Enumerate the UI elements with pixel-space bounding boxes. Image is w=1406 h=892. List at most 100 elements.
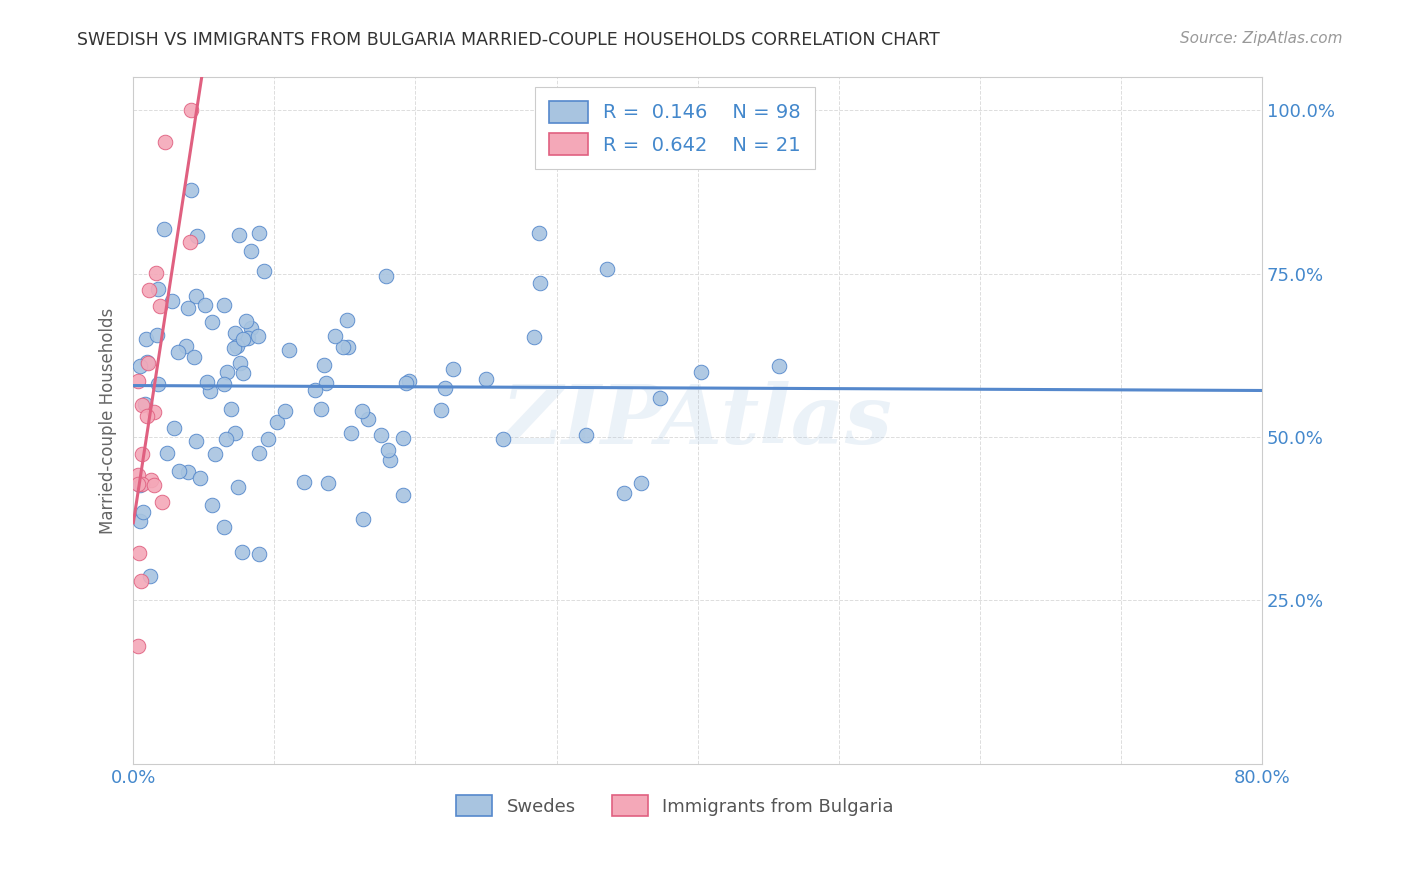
Point [160,294,183,309]
Point [434,381,457,395]
Point [475,372,498,386]
Point [247,328,270,343]
Point [529,226,551,240]
Point [236,331,259,345]
Point [235,314,257,328]
Point [398,374,420,388]
Point [395,376,418,390]
Point [146,328,169,343]
Point [149,299,172,313]
Point [224,426,246,441]
Point [352,404,374,418]
Point [266,415,288,429]
Point [247,548,270,562]
Point [215,432,238,446]
Point [129,574,152,588]
Point [180,183,202,197]
Point [145,266,167,280]
Point [131,505,153,519]
Point [228,228,250,243]
Point [148,282,170,296]
Point [201,315,224,329]
Point [231,545,253,559]
Point [529,276,551,290]
Point [200,384,222,398]
Point [212,376,235,391]
Point [309,401,332,416]
Point [340,426,363,441]
Point [392,488,415,502]
Text: Source: ZipAtlas.com: Source: ZipAtlas.com [1180,31,1343,46]
Point [129,478,152,492]
Point [523,329,546,343]
Point [377,442,399,457]
Point [315,376,337,391]
Point [194,298,217,312]
Point [378,452,401,467]
Point [174,339,197,353]
Point [131,477,153,491]
Point [127,375,149,389]
Point [143,477,166,491]
Point [689,365,711,379]
Point [184,434,207,448]
Point [229,356,252,370]
Point [304,383,326,397]
Point [141,474,163,488]
Point [129,514,152,528]
Point [128,546,150,560]
Point [138,284,160,298]
Point [156,446,179,460]
Point [135,354,157,368]
Point [179,235,201,250]
Point [492,432,515,446]
Point [224,326,246,340]
Point [352,512,374,526]
Text: SWEDISH VS IMMIGRANTS FROM BULGARIA MARRIED-COUPLE HOUSEHOLDS CORRELATION CHART: SWEDISH VS IMMIGRANTS FROM BULGARIA MARR… [77,31,941,49]
Point [142,405,165,419]
Point [232,367,254,381]
Point [316,476,339,491]
Point [167,464,190,478]
Point [253,263,276,277]
Point [219,401,242,416]
Point [391,431,413,445]
Point [166,345,188,359]
Point [127,468,149,483]
Point [222,341,245,355]
Point [613,485,636,500]
Point [323,329,346,343]
Point [127,639,149,653]
Point [201,498,224,512]
Point [163,420,186,434]
Point [153,135,176,149]
Point [247,446,270,460]
Legend: Swedes, Immigrants from Bulgaria: Swedes, Immigrants from Bulgaria [449,789,901,823]
Point [240,244,263,258]
Point [183,351,205,365]
Point [129,359,152,373]
Point [257,432,280,446]
Point [217,366,239,380]
Point [357,412,380,426]
Point [768,359,790,373]
Point [232,332,254,346]
Point [153,222,176,236]
Point [184,288,207,302]
Point [247,226,270,240]
Point [136,409,159,423]
Point [204,447,226,461]
Point [134,397,156,411]
Point [180,103,202,117]
Point [138,568,160,582]
Point [370,428,392,442]
Point [274,403,297,417]
Point [188,471,211,485]
Point [648,391,671,405]
Point [239,321,262,335]
Point [212,520,235,534]
Point [186,229,208,244]
Point [131,398,153,412]
Point [226,339,249,353]
Point [146,376,169,391]
